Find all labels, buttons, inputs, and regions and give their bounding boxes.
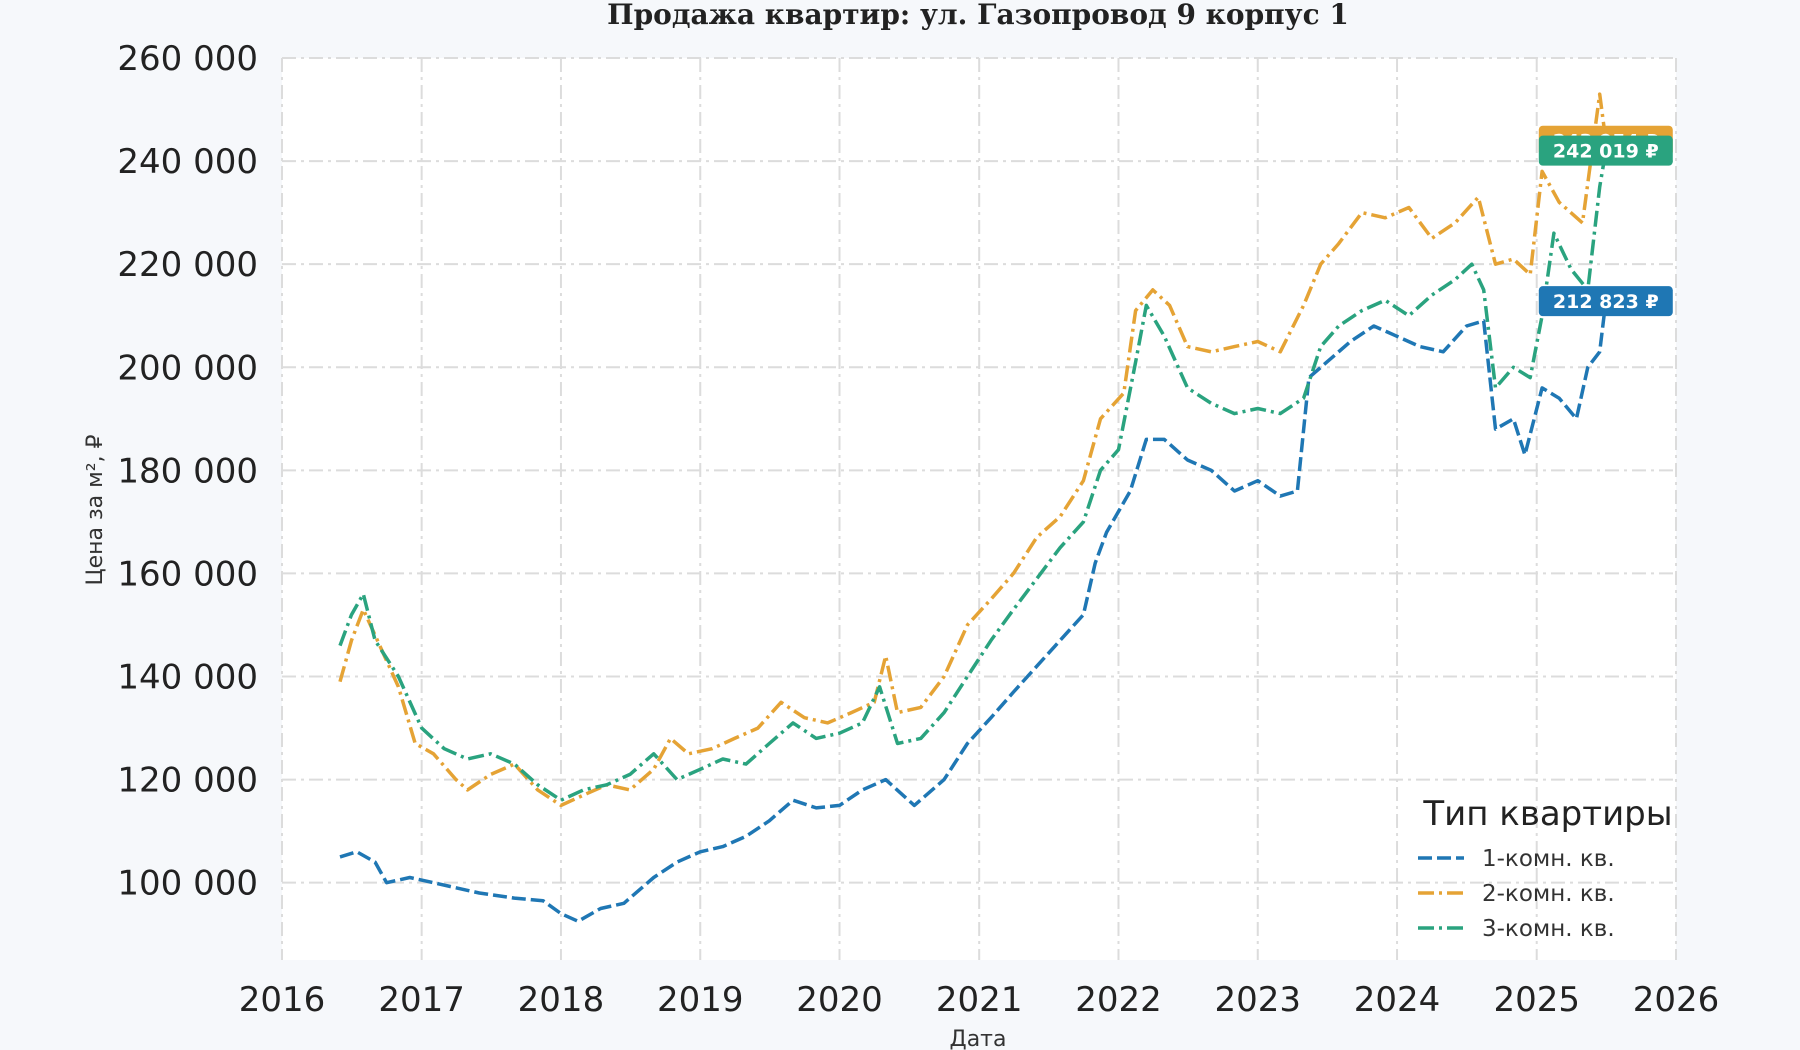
x-tick-labels: 2016 2017 2018 2019 2020 2021 2022 2023 2024 2025… [239,980,1720,1020]
legend-label: 3-комн. кв. [1482,916,1615,942]
end-label-box [1538,135,1673,166]
y-tick-label: 100 000 [117,864,258,904]
y-tick-label: 160 000 [117,554,258,594]
series-line-3 [338,150,1608,802]
x-tick-label: 2025 [1493,980,1580,1020]
x-tick-label: 2020 [796,980,883,1020]
x-tick-label: 2026 [1633,980,1720,1020]
end-label-text: 212 823 ₽ [1553,291,1659,313]
end-label-1: 212 823 ₽ [1538,286,1673,317]
x-axis-label: Дата [950,1027,1007,1050]
end-labels: 212 823 ₽243 954 ₽242 019 ₽ [1538,125,1673,317]
y-tick-label: 180 000 [117,451,258,491]
legend-title: Тип квартиры [1422,794,1672,834]
end-label-text: 242 019 ₽ [1553,141,1659,163]
series-layer [338,92,1608,924]
x-tick-label: 2016 [239,980,326,1020]
legend: Тип квартиры 1-комн. кв. 2-комн. кв. 3-ком… [1418,794,1673,942]
legend-label: 1-комн. кв. [1482,846,1615,872]
y-tick-label: 240 000 [117,142,258,182]
legend-items: 1-комн. кв. 2-комн. кв. 3-комн. кв. [1418,846,1615,942]
y-tick-label: 120 000 [117,761,258,801]
series-line-2 [338,92,1608,808]
x-tick-label: 2019 [657,980,744,1020]
x-tick-label: 2018 [518,980,605,1020]
chart-title: Продажа квартир: ул. Газопровод 9 корпус… [607,0,1349,31]
x-tick-label: 2017 [378,980,465,1020]
y-tick-label: 220 000 [117,245,258,285]
end-label-box [1538,286,1673,317]
legend-item-3: 3-комн. кв. [1418,916,1615,942]
series-line-1 [339,300,1608,924]
end-label-3: 242 019 ₽ [1538,135,1673,166]
x-tick-label: 2023 [1214,980,1301,1020]
y-tick-label: 140 000 [117,658,258,698]
grid [281,57,1677,960]
y-tick-label: 200 000 [117,348,258,388]
x-tick-label: 2022 [1075,980,1162,1020]
legend-item-2: 2-комн. кв. [1418,881,1615,907]
legend-label: 2-комн. кв. [1482,881,1615,907]
legend-item-1: 1-комн. кв. [1418,846,1615,872]
y-axis-label: Цена за м², ₽ [83,434,108,585]
y-tick-labels: 100 000 120 000 140 000 160 000 180 000 200 0… [117,39,258,904]
x-tick-label: 2021 [936,980,1023,1020]
y-tick-label: 260 000 [117,39,258,79]
x-tick-label: 2024 [1354,980,1441,1020]
